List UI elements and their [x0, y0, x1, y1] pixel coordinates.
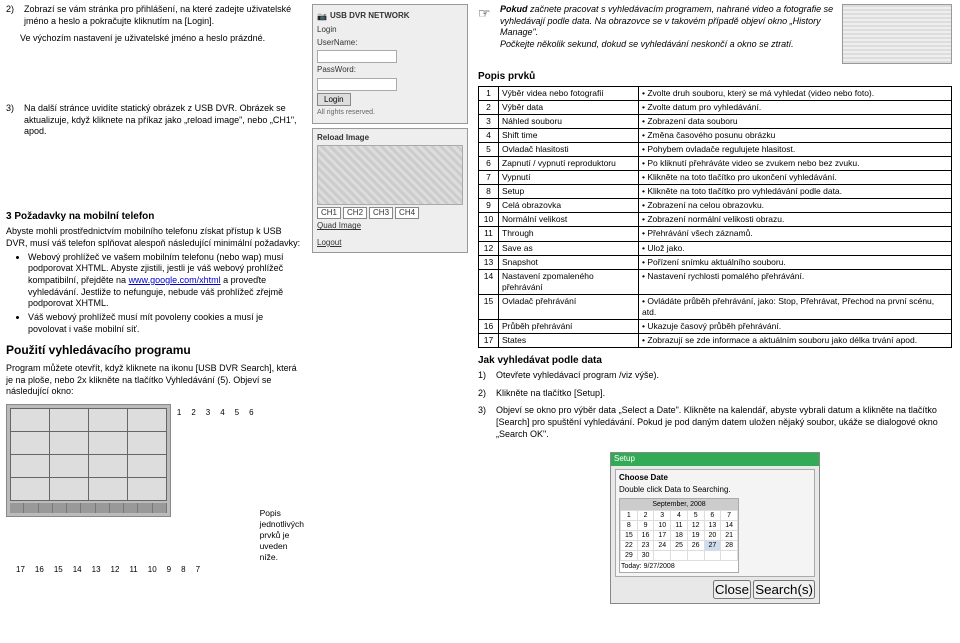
table-row: 17States• Zobrazují se zde informace a a… — [479, 333, 952, 347]
step-2-sub: Ve výchozím nastavení je uživatelské jmé… — [20, 33, 304, 45]
ch4-button[interactable]: CH4 — [395, 207, 419, 219]
date-step-2: 2) Klikněte na tlačítko [Setup]. — [478, 388, 952, 400]
table-row: 4Shift time• Změna časového posunu obráz… — [479, 129, 952, 143]
table-row: 6Zapnutí / vypnutí reproduktoru• Po klik… — [479, 157, 952, 171]
search-program-intro: Program můžete otevřít, když kliknete na… — [6, 363, 304, 398]
setup-dialog: Setup Choose Date Double click Data to S… — [610, 452, 820, 604]
reload-mock: Reload Image CH1 CH2 CH3 CH4 Quad Image … — [312, 128, 468, 254]
search-button[interactable]: Search(s) — [753, 580, 815, 599]
elements-table: 1Výběr videa nebo fotografií• Zvolte dru… — [478, 86, 952, 348]
date-step-1: 1) Otevřete vyhledávací program /viz výš… — [478, 370, 952, 382]
ch1-button[interactable]: CH1 — [317, 207, 341, 219]
ch2-button[interactable]: CH2 — [343, 207, 367, 219]
step-2: 2) Zobrazí se vám stránka pro přihlášení… — [6, 4, 304, 27]
step-text: Na další stránce uvidíte statický obráze… — [24, 103, 304, 138]
table-row: 9Celá obrazovka• Zobrazení na celou obra… — [479, 199, 952, 213]
calendar[interactable]: September, 2008 1234567 891011121314 151… — [619, 498, 739, 574]
table-row: 13Snapshot• Pořízení snímku aktuálního s… — [479, 255, 952, 269]
table-row: 12Save as• Ulož jako. — [479, 241, 952, 255]
table-row: 7Vypnutí• Klikněte na toto tlačítko pro … — [479, 171, 952, 185]
table-row: 1Výběr videa nebo fotografií• Zvolte dru… — [479, 87, 952, 101]
heading-search-by-date: Jak vyhledávat podle data — [478, 354, 952, 367]
table-row: 14Nastavení zpomaleného přehrávání• Nast… — [479, 269, 952, 294]
horizontal-callouts: 17 16 15 14 13 12 11 10 9 8 7 — [16, 565, 304, 575]
middle-column: 📷USB DVR NETWORK Login UserName: PassWor… — [310, 0, 470, 643]
logout-link[interactable]: Logout — [317, 238, 463, 248]
table-row: 8Setup• Klikněte na toto tlačítko pro vy… — [479, 185, 952, 199]
date-step-3: 3) Objeví se okno pro výběr data „Select… — [478, 405, 952, 440]
ch3-button[interactable]: CH3 — [369, 207, 393, 219]
requirements-intro: Abyste mohli prostřednictvím mobilního t… — [6, 226, 304, 249]
table-row: 16Průběh přehrávání• Ukazuje časový průb… — [479, 319, 952, 333]
table-row: 11Through• Přehrávání všech záznamů. — [479, 227, 952, 241]
login-button[interactable]: Login — [317, 93, 351, 106]
pointing-hand-icon: ☞ — [478, 4, 494, 64]
quad-link[interactable]: Quad Image — [317, 221, 463, 231]
right-column: ☞ Pokud začnete pracovat s vyhledávacím … — [470, 0, 960, 643]
table-row: 2Výběr data• Zvolte datum pro vyhledáván… — [479, 101, 952, 115]
step-3: 3) Na další stránce uvidíte statický obr… — [6, 103, 304, 138]
table-row: 10Normální velikost• Zobrazení normální … — [479, 213, 952, 227]
username-input[interactable] — [317, 50, 397, 63]
close-button[interactable]: Close — [713, 580, 751, 599]
history-manage-screenshot — [842, 4, 952, 64]
login-mock: 📷USB DVR NETWORK Login UserName: PassWor… — [312, 4, 468, 124]
step-text: Zobrazí se vám stránka pro přihlášení, n… — [24, 4, 304, 27]
vertical-callouts: 1 2 3 4 5 6 — [177, 408, 254, 418]
table-row: 3Náhled souboru• Zobrazení data souboru — [479, 115, 952, 129]
setup-titlebar: Setup — [611, 453, 819, 465]
table-row: 15Ovladač přehrávání• Ovládáte průběh př… — [479, 294, 952, 319]
left-column: 2) Zobrazí se vám stránka pro přihlášení… — [0, 0, 310, 643]
requirement-item: Váš webový prohlížeč musí mít povoleny c… — [28, 312, 304, 335]
table-row: 5Ovladač hlasitosti• Pohybem ovladače re… — [479, 143, 952, 157]
heading-search-program: Použití vyhledávacího programu — [6, 343, 304, 359]
step-number: 2) — [6, 4, 20, 27]
heading-popis: Popis prvků — [478, 70, 952, 83]
requirement-item: Webový prohlížeč ve vašem mobilním telef… — [28, 252, 304, 310]
password-input[interactable] — [317, 78, 397, 91]
caption-below: Popis jednotlivých prvků je uveden níže. — [260, 508, 304, 563]
channel-buttons: CH1 CH2 CH3 CH4 — [317, 207, 463, 219]
dvr-screenshot-area: 1 2 3 4 5 6 Popis jednotlivých prvků je … — [6, 404, 304, 563]
image-placeholder — [317, 145, 463, 205]
xhtml-link[interactable]: www.google.com/xhtml — [129, 275, 221, 285]
note-block: ☞ Pokud začnete pracovat s vyhledávacím … — [478, 4, 952, 64]
heading-requirements: 3 Požadavky na mobilní telefon — [6, 210, 304, 223]
camera-icon: 📷 — [317, 12, 327, 22]
requirements-list: Webový prohlížeč ve vašem mobilním telef… — [6, 252, 304, 336]
step-number: 3) — [6, 103, 20, 138]
dvr-screenshot — [6, 404, 171, 517]
